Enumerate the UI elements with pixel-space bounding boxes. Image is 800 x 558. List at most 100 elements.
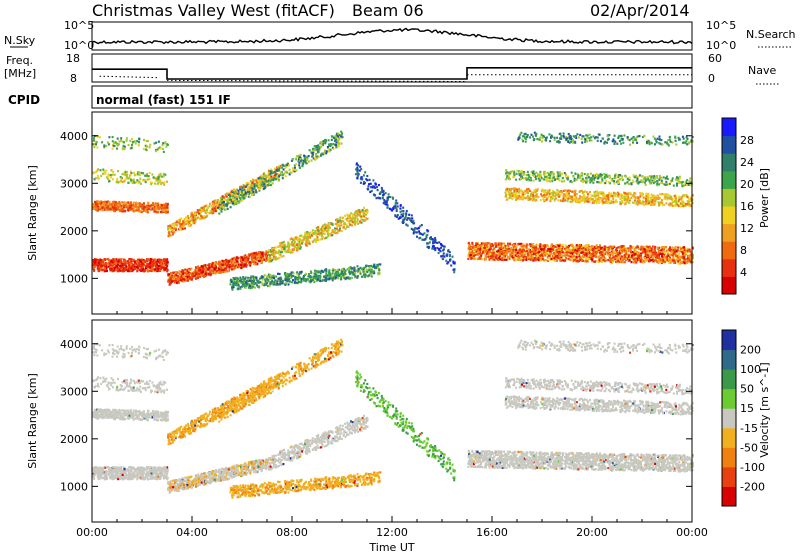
power-mark bbox=[144, 179, 146, 181]
power-mark bbox=[239, 188, 241, 190]
power-mark bbox=[163, 184, 165, 186]
power-mark bbox=[147, 258, 149, 260]
power-mark bbox=[331, 135, 333, 137]
power-mark bbox=[323, 140, 325, 142]
power-mark bbox=[169, 279, 171, 281]
noise-left-label: N.Sky bbox=[4, 34, 36, 47]
power-mark bbox=[324, 142, 326, 144]
power-mark bbox=[160, 147, 162, 149]
power-mark bbox=[361, 218, 363, 220]
power-mark bbox=[300, 154, 302, 156]
power-mark bbox=[302, 163, 304, 165]
power-mark bbox=[100, 208, 102, 210]
power-mark bbox=[166, 143, 168, 145]
power-mark bbox=[314, 230, 316, 232]
power-mark bbox=[130, 258, 132, 260]
nave-tick-bottom: 0 bbox=[708, 72, 715, 85]
power-mark bbox=[331, 275, 333, 277]
freq-tick-bottom: 8 bbox=[70, 72, 77, 85]
power-mark bbox=[291, 244, 293, 246]
power-mark bbox=[510, 247, 512, 249]
power-mark bbox=[339, 225, 341, 227]
power-mark bbox=[296, 282, 298, 284]
power-mark bbox=[376, 197, 378, 199]
power-mark bbox=[358, 268, 360, 270]
power-mark bbox=[223, 197, 225, 199]
power-mark bbox=[126, 137, 128, 139]
power-mark bbox=[353, 274, 355, 276]
power-mark bbox=[194, 213, 196, 215]
power-mark bbox=[249, 261, 251, 263]
power-mark bbox=[308, 273, 310, 275]
power-mark bbox=[411, 228, 413, 230]
power-mark bbox=[328, 227, 330, 229]
power-mark bbox=[245, 195, 247, 197]
power-mark bbox=[221, 210, 223, 212]
power-mark bbox=[284, 244, 286, 246]
power-mark bbox=[156, 211, 158, 213]
power-mark bbox=[93, 140, 95, 142]
power-mark bbox=[185, 280, 187, 282]
power-mark bbox=[236, 191, 238, 193]
power-mark bbox=[185, 274, 187, 276]
power-mark bbox=[166, 206, 168, 208]
power-mark bbox=[207, 264, 209, 266]
power-mark bbox=[183, 276, 185, 278]
power-mark bbox=[125, 267, 127, 269]
power-mark bbox=[233, 192, 235, 194]
power-mark bbox=[128, 144, 130, 146]
power-mark bbox=[319, 277, 321, 279]
power-mark bbox=[363, 174, 365, 176]
power-mark bbox=[270, 281, 272, 283]
power-mark bbox=[140, 183, 142, 185]
power-mark bbox=[184, 269, 186, 271]
power-mark bbox=[187, 278, 189, 280]
power-mark bbox=[311, 155, 313, 157]
power-mark bbox=[361, 176, 363, 178]
power-mark bbox=[127, 182, 129, 184]
power-mark bbox=[117, 144, 119, 146]
power-mark bbox=[352, 213, 354, 215]
power-mark bbox=[280, 278, 282, 280]
power-mark bbox=[422, 234, 424, 236]
power-mark bbox=[112, 148, 114, 150]
power-mark bbox=[131, 181, 133, 183]
power-mark bbox=[113, 258, 115, 260]
power-mark bbox=[126, 175, 128, 177]
power-mark bbox=[397, 205, 399, 207]
power-mark bbox=[121, 177, 123, 179]
power-mark bbox=[370, 274, 372, 276]
power-mark bbox=[103, 144, 105, 146]
power-mark bbox=[425, 238, 427, 240]
power-mark bbox=[122, 147, 124, 149]
power-mark bbox=[317, 278, 319, 280]
power-mark bbox=[360, 182, 362, 184]
power-mark bbox=[152, 267, 154, 269]
power-mark bbox=[264, 274, 266, 276]
power-mark bbox=[192, 215, 194, 217]
power-mark bbox=[355, 270, 357, 272]
power-mark bbox=[113, 145, 115, 147]
power-mark bbox=[179, 274, 181, 276]
power-mark bbox=[393, 206, 395, 208]
power-mark bbox=[308, 280, 310, 282]
power-mark bbox=[109, 205, 111, 207]
power-mark bbox=[446, 262, 448, 264]
power-mark bbox=[319, 280, 321, 282]
power-mark bbox=[292, 279, 294, 281]
power-mark bbox=[410, 220, 412, 222]
power-mark bbox=[201, 274, 203, 276]
power-mark bbox=[277, 166, 279, 168]
power-mark bbox=[218, 213, 220, 215]
power-mark bbox=[258, 188, 260, 190]
power-mark bbox=[399, 208, 401, 210]
power-mark bbox=[206, 211, 208, 213]
power-mark bbox=[408, 214, 410, 216]
power-mark bbox=[395, 200, 397, 202]
power-mark bbox=[366, 269, 368, 271]
power-mark bbox=[454, 268, 456, 270]
power-mark bbox=[106, 201, 108, 203]
power-mark bbox=[212, 262, 214, 264]
power-mark bbox=[100, 169, 102, 171]
power-mark bbox=[163, 207, 165, 209]
